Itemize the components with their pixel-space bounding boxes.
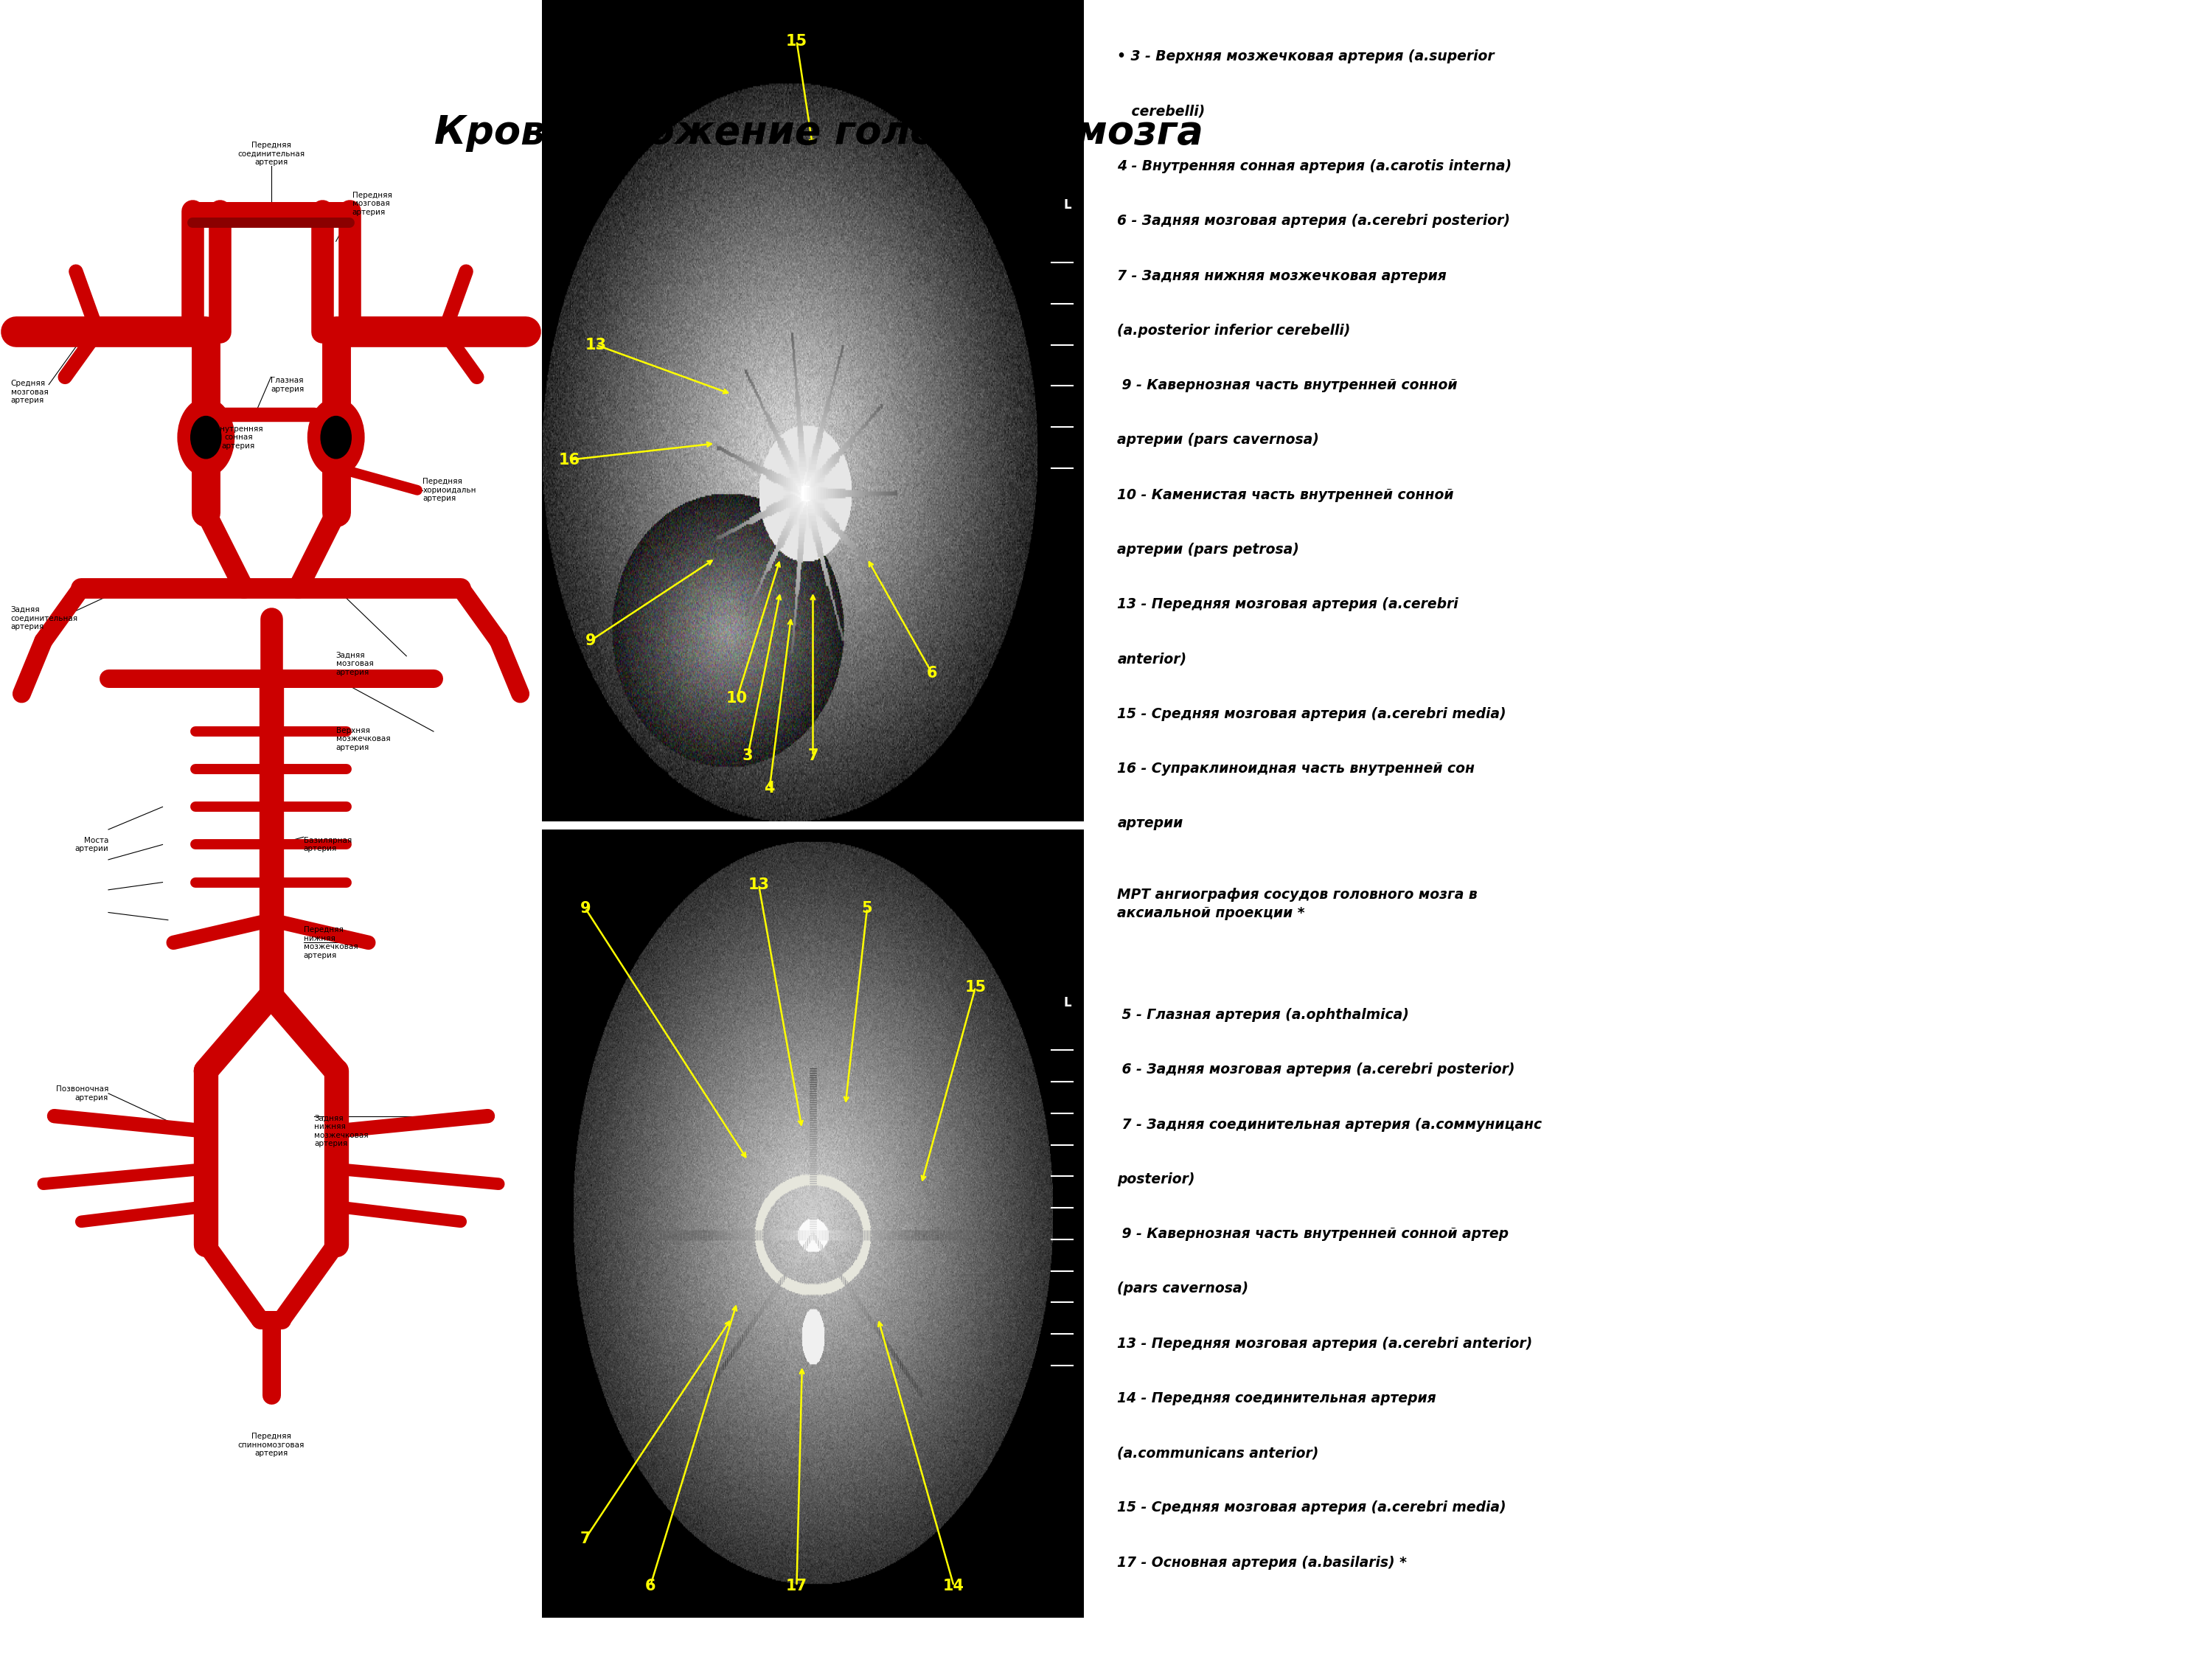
Text: 4 - Внутренняя сонная артерия (a.carotis interna): 4 - Внутренняя сонная артерия (a.carotis…	[1117, 159, 1511, 173]
Text: 13: 13	[748, 878, 770, 893]
Text: 5: 5	[863, 901, 872, 916]
Text: Базилярная
артерия: Базилярная артерия	[303, 836, 352, 853]
Text: 15: 15	[964, 980, 987, 994]
Text: • 3 - Верхняя мозжечковая артерия (a.superior: • 3 - Верхняя мозжечковая артерия (a.sup…	[1117, 50, 1495, 63]
Text: (pars cavernosa): (pars cavernosa)	[1117, 1282, 1248, 1296]
Text: Моста
артерии: Моста артерии	[75, 836, 108, 853]
Text: Задняя
нижняя
мозжечковая
артерия: Задняя нижняя мозжечковая артерия	[314, 1115, 369, 1148]
Text: Задняя
мозговая
артерия: Задняя мозговая артерия	[336, 652, 374, 675]
Text: артерии (pars cavernosa): артерии (pars cavernosa)	[1117, 433, 1318, 446]
Text: 4: 4	[763, 781, 774, 796]
Text: 16 - Супраклиноидная часть внутренней сон: 16 - Супраклиноидная часть внутренней со…	[1117, 761, 1475, 775]
Text: 7: 7	[807, 748, 818, 763]
Text: 7 - Задняя нижняя мозжечковая артерия: 7 - Задняя нижняя мозжечковая артерия	[1117, 269, 1447, 282]
Text: 7: 7	[580, 1531, 591, 1546]
Text: anterior): anterior)	[1117, 652, 1186, 665]
Text: 15 - Средняя мозговая артерия (a.cerebri media): 15 - Средняя мозговая артерия (a.cerebri…	[1117, 707, 1506, 720]
Text: (a.communicans anterior): (a.communicans anterior)	[1117, 1447, 1318, 1460]
Text: 9: 9	[580, 901, 591, 916]
Text: Передняя
мозговая
артерия: Передняя мозговая артерия	[352, 191, 392, 216]
Text: 17: 17	[785, 1579, 807, 1593]
Text: cerebelli): cerebelli)	[1117, 105, 1206, 118]
Text: 9 - Кавернозная часть внутренней сонной артер: 9 - Кавернозная часть внутренней сонной …	[1117, 1228, 1509, 1241]
Text: 15: 15	[785, 33, 807, 48]
Circle shape	[177, 398, 234, 476]
Text: МРТ ангиография сосудов головного мозга в
аксиальной проекции *: МРТ ангиография сосудов головного мозга …	[1117, 888, 1478, 921]
Text: 3: 3	[743, 748, 754, 763]
Text: 17 - Основная артерия (a.basilaris) *: 17 - Основная артерия (a.basilaris) *	[1117, 1556, 1407, 1569]
Circle shape	[321, 416, 352, 458]
Text: 10 - Каменистая часть внутренней сонной: 10 - Каменистая часть внутренней сонной	[1117, 488, 1453, 501]
Text: 14 - Передняя соединительная артерия: 14 - Передняя соединительная артерия	[1117, 1392, 1436, 1405]
Text: Передняя
нижняя
мозжечковая
артерия: Передняя нижняя мозжечковая артерия	[303, 926, 358, 959]
Text: 13 - Передняя мозговая артерия (a.cerebri anterior): 13 - Передняя мозговая артерия (a.cerebr…	[1117, 1337, 1533, 1350]
Text: 6: 6	[927, 665, 938, 680]
Text: 6 - Задняя мозговая артерия (a.cerebri posterior): 6 - Задняя мозговая артерия (a.cerebri p…	[1117, 214, 1511, 227]
Text: posterior): posterior)	[1117, 1173, 1194, 1186]
Text: 9: 9	[586, 634, 595, 649]
Text: 9 - Кавернозная часть внутренней сонной: 9 - Кавернозная часть внутренней сонной	[1117, 378, 1458, 392]
Text: 7 - Задняя соединительная артерия (a.соммуницанс: 7 - Задняя соединительная артерия (a.сом…	[1117, 1118, 1542, 1131]
Text: Глазная
артерия: Глазная артерия	[270, 377, 305, 393]
Text: 6: 6	[646, 1579, 655, 1593]
Text: Кровоснабжение головного мозга: Кровоснабжение головного мозга	[434, 113, 1203, 153]
Circle shape	[190, 416, 221, 458]
Text: 13: 13	[586, 337, 606, 352]
Text: Позвоночная
артерия: Позвоночная артерия	[55, 1085, 108, 1102]
Text: 10: 10	[726, 690, 748, 705]
Text: артерии: артерии	[1117, 816, 1183, 830]
Text: L: L	[1064, 199, 1071, 212]
Text: Передняя
спинномозговая
артерия: Передняя спинномозговая артерия	[237, 1433, 305, 1457]
Text: 16: 16	[557, 453, 580, 468]
Text: L: L	[1064, 995, 1071, 1009]
Text: Передняя
хориоидальн
артерия: Передняя хориоидальн артерия	[422, 478, 476, 503]
Text: 5 - Глазная артерия (a.ophthalmica): 5 - Глазная артерия (a.ophthalmica)	[1117, 1009, 1409, 1022]
Text: артерии (pars petrosa): артерии (pars petrosa)	[1117, 542, 1298, 556]
Text: Передняя
соединительная
артерия: Передняя соединительная артерия	[237, 141, 305, 166]
Text: Средняя
мозговая
артерия: Средняя мозговая артерия	[11, 380, 49, 405]
Text: 15 - Средняя мозговая артерия (a.cerebri media): 15 - Средняя мозговая артерия (a.cerebri…	[1117, 1501, 1506, 1515]
Circle shape	[307, 398, 365, 476]
Text: 13 - Передняя мозговая артерия (a.cerebri: 13 - Передняя мозговая артерия (a.cerebr…	[1117, 597, 1458, 611]
Text: Внутренняя
сонная
артерия: Внутренняя сонная артерия	[215, 425, 263, 450]
Text: Верхняя
мозжечковая
артерия: Верхняя мозжечковая артерия	[336, 727, 389, 752]
Text: (a.posterior inferior cerebelli): (a.posterior inferior cerebelli)	[1117, 324, 1352, 337]
Text: Задняя
соединительная
артерия: Задняя соединительная артерия	[11, 606, 77, 630]
Text: 6 - Задняя мозговая артерия (a.cerebri posterior): 6 - Задняя мозговая артерия (a.cerebri p…	[1117, 1063, 1515, 1077]
Text: 14: 14	[942, 1579, 964, 1593]
